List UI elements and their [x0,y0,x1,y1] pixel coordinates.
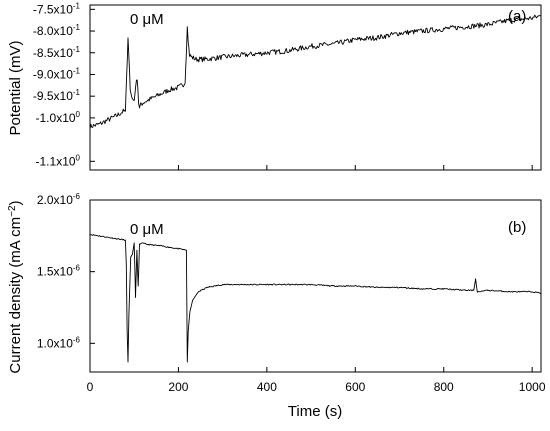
panel-a-y-tick-label: -8.0x10-1 [33,23,81,38]
panel-b-y-tick-label: 1.0x10-6 [37,335,81,350]
panel-b-y-axis-label-main: Current density (mA cm [7,217,24,374]
panel-a: -7.5x10-1 -8.0x10-1 -8.5x10-1 -9.0x10-1 -9.5… [7,1,542,171]
x-tick-label: 400 [257,380,277,394]
panel-b: 2.0x10-6 1.5x10-6 1.0x10-6 0 200 400 600 800 10… [7,165,546,420]
x-axis-label: Time (s) [288,403,342,420]
panel-a-y-tick-label: -9.5x10-1 [33,88,81,103]
panel-a-y-axis-label: Potential (mV) [7,40,24,135]
panel-b-label: (b) [508,219,526,236]
panel-b-frame [89,199,542,373]
panel-a-label: (a) [508,8,526,25]
panel-a-y-tick-label: -7.5x10-1 [33,1,81,16]
panel-a-annotation: 0 μM [130,11,164,28]
panel-b-y-tick-label: 2.0x10-6 [37,192,81,207]
panel-b-y-axis-label-end: ) [7,200,24,205]
x-tick-label: 600 [345,380,365,394]
panel-a-y-tick-label: -8.5x10-1 [33,45,81,60]
x-tick-label: 800 [434,380,454,394]
panel-a-y-tick-label: -1.1x100 [36,153,81,168]
panel-b-y-axis-label: Current density (mA cm−2) [7,200,24,373]
panel-a-frame [89,4,542,171]
panel-a-potential-trace [89,14,542,130]
panel-a-y-tick-label: -1.0x100 [36,110,81,125]
panel-a-y-tick-label: -9.0x10-1 [33,66,81,81]
x-tick-label: 0 [87,380,94,394]
panel-b-annotation: 0 μM [130,221,164,238]
panel-b-y-axis-label-sup: −2 [7,205,18,217]
x-tick-label: 1000 [519,380,546,394]
panel-b-current-trace [89,234,542,363]
panel-b-y-tick-label: 1.5x10-6 [37,264,81,279]
x-tick-label: 200 [168,380,188,394]
